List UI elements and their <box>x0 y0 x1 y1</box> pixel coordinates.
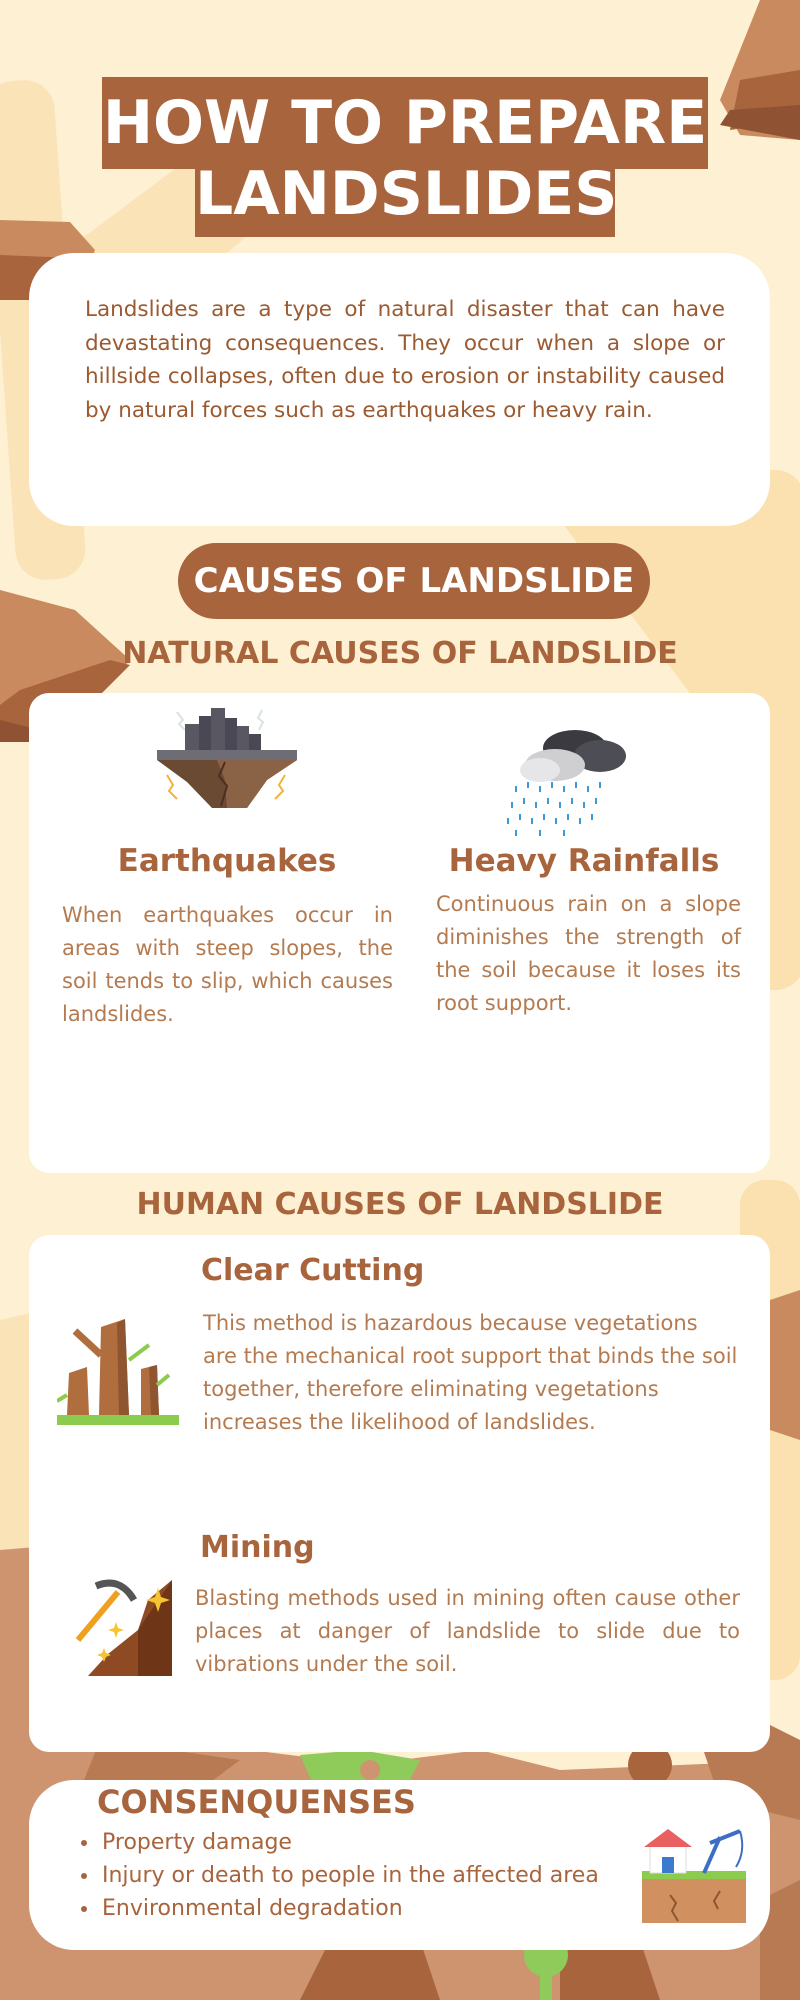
damaged-house-icon <box>642 1829 746 1923</box>
natural-causes-card <box>29 693 770 1173</box>
mining-text: Blasting methods used in mining often ca… <box>195 1586 740 1676</box>
earthquakes-text: When earthquakes occur in areas with ste… <box>62 903 393 1026</box>
clear-cutting-text: This method is hazardous because vegetat… <box>203 1311 738 1434</box>
title-line-2: LANDSLIDES <box>195 152 617 237</box>
clear-cutting-title: Clear Cutting <box>201 1253 425 1288</box>
human-causes-heading: HUMAN CAUSES OF LANDSLIDE <box>136 1187 664 1222</box>
intro-card <box>29 253 770 526</box>
earthquakes-title: Earthquakes <box>117 843 337 879</box>
earthquake-icon <box>157 708 297 808</box>
rain-cloud-icon <box>507 730 626 836</box>
causes-heading: CAUSES OF LANDSLIDE <box>178 543 650 619</box>
intro-text: Landslides are a type of natural disaste… <box>85 297 725 423</box>
tree-stump-icon <box>57 1319 179 1425</box>
consequences-heading: CONSENQUENSES <box>97 1783 416 1821</box>
consequences-list: Property damage Injury or death to peopl… <box>72 1826 599 1925</box>
list-item: Environmental degradation <box>100 1892 599 1925</box>
mining-title: Mining <box>200 1530 315 1565</box>
list-item: Injury or death to people in the affecte… <box>100 1859 599 1892</box>
heavy-rainfalls-text: Continuous rain on a slope diminishes th… <box>436 892 741 1015</box>
pickaxe-icon <box>75 1579 172 1676</box>
natural-causes-heading: NATURAL CAUSES OF LANDSLIDE <box>122 636 678 671</box>
heavy-rainfalls-title: Heavy Rainfalls <box>448 843 720 879</box>
list-item: Property damage <box>100 1826 599 1859</box>
